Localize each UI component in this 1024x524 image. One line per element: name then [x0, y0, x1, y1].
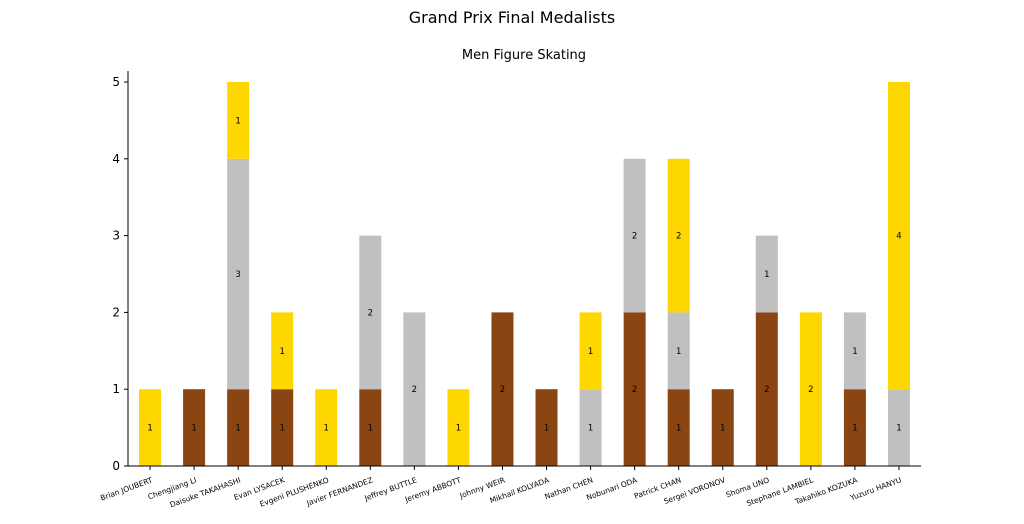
bar-bronze-3 — [271, 389, 294, 466]
bar-gold-7 — [447, 389, 470, 466]
bar-label-gold-2: 1 — [235, 116, 240, 126]
bar-gold-15 — [799, 312, 822, 466]
bar-bronze-5 — [359, 389, 382, 466]
bar-label-bronze-5: 1 — [368, 424, 373, 434]
bar-label-gold-10: 1 — [588, 347, 593, 357]
bar-silver-2 — [227, 158, 250, 390]
bar-label-gold-17: 4 — [896, 232, 901, 242]
bar-bronze-13 — [711, 389, 734, 466]
bar-silver-12 — [667, 312, 690, 390]
y-tick-label-4: 4 — [112, 152, 120, 166]
bar-gold-17 — [887, 82, 910, 390]
bars-layer: 1 1 1 3 1 1 1 1 1 2 2 1 2 1 1 1 2 2 1 1 2 1 2 1 2 1 1 1 4 — [139, 82, 910, 466]
bar-gold-4 — [315, 389, 338, 466]
bar-label-bronze-14: 2 — [764, 385, 769, 395]
x-tick-label-11: Nobunari ODA — [585, 475, 639, 502]
bar-label-gold-3: 1 — [279, 347, 284, 357]
bar-gold-12 — [667, 158, 690, 313]
bar-silver-10 — [579, 389, 602, 466]
x-tick-label-0: Brian JOUBERT — [99, 475, 154, 502]
y-tick-label-1: 1 — [112, 382, 120, 396]
bar-silver-17 — [887, 389, 910, 466]
bar-bronze-9 — [535, 389, 558, 466]
bar-silver-11 — [623, 158, 646, 313]
bar-label-silver-5: 2 — [368, 308, 373, 318]
bar-label-gold-12: 2 — [676, 232, 681, 242]
bar-label-bronze-8: 2 — [500, 385, 505, 395]
y-tick-label-5: 5 — [112, 75, 120, 89]
bar-label-bronze-2: 1 — [235, 424, 240, 434]
y-tick-label-2: 2 — [112, 305, 120, 319]
bar-bronze-14 — [755, 312, 778, 466]
bar-label-bronze-16: 1 — [852, 424, 857, 434]
y-tick-label-0: 0 — [112, 459, 120, 473]
bar-label-silver-16: 1 — [852, 347, 857, 357]
y-tick-label-3: 3 — [112, 229, 120, 243]
bar-bronze-16 — [843, 389, 866, 466]
bar-label-bronze-11: 2 — [632, 385, 637, 395]
bar-bronze-11 — [623, 312, 646, 466]
bar-label-silver-17: 1 — [896, 424, 901, 434]
bar-silver-5 — [359, 235, 382, 390]
bar-silver-6 — [403, 312, 426, 466]
bar-bronze-2 — [227, 389, 250, 466]
bar-silver-14 — [755, 235, 778, 313]
bar-gold-2 — [227, 82, 250, 159]
bar-label-silver-12: 1 — [676, 347, 681, 357]
bar-label-bronze-1: 1 — [191, 424, 196, 434]
bar-label-bronze-3: 1 — [279, 424, 284, 434]
bar-silver-16 — [843, 312, 866, 390]
bar-label-bronze-9: 1 — [544, 424, 549, 434]
bar-gold-0 — [139, 389, 162, 466]
bar-gold-10 — [579, 312, 602, 390]
bar-label-silver-6: 2 — [412, 385, 417, 395]
bar-gold-3 — [271, 312, 294, 390]
bar-label-bronze-12: 1 — [676, 424, 681, 434]
chart-title: Grand Prix Final Medalists — [409, 8, 616, 27]
bar-bronze-12 — [667, 389, 690, 466]
bar-label-gold-0: 1 — [147, 424, 152, 434]
chart-subtitle: Men Figure Skating — [462, 48, 586, 63]
bar-label-gold-15: 2 — [808, 385, 813, 395]
bar-label-silver-11: 2 — [632, 232, 637, 242]
bar-bronze-8 — [491, 312, 514, 466]
bar-label-silver-14: 1 — [764, 270, 769, 280]
bar-label-silver-2: 3 — [235, 270, 240, 280]
bar-bronze-1 — [183, 389, 206, 466]
bar-label-gold-7: 1 — [456, 424, 461, 434]
bar-label-gold-4: 1 — [324, 424, 329, 434]
bar-label-silver-10: 1 — [588, 424, 593, 434]
bar-label-bronze-13: 1 — [720, 424, 725, 434]
